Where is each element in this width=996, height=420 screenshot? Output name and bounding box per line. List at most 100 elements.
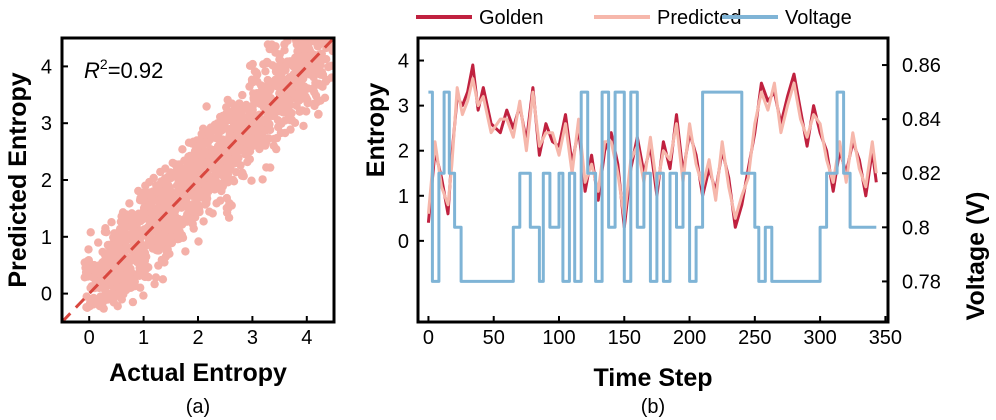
r2-sup: 2 — [100, 56, 108, 72]
scatter-point — [249, 93, 258, 103]
scatter-point — [292, 40, 301, 49]
scatter-point — [205, 207, 214, 216]
scatter-point — [87, 264, 97, 274]
scatter-point — [262, 108, 272, 117]
scatter-point — [169, 192, 178, 202]
scatter-point — [235, 99, 244, 108]
scatter-point — [125, 199, 134, 208]
scatter-point — [158, 187, 168, 197]
y-tick-label: 4 — [41, 56, 52, 78]
scatter-point — [89, 300, 98, 309]
scatter-point — [213, 142, 223, 151]
x-tick-label: 150 — [608, 327, 641, 349]
scatter-point — [139, 254, 148, 263]
scatter-point — [272, 144, 281, 154]
scatter-point — [262, 163, 271, 172]
scatter-point — [280, 46, 289, 55]
scatter-point — [120, 215, 130, 225]
scatter-point — [201, 138, 210, 147]
scatter-point — [245, 82, 254, 91]
scatter-point — [277, 105, 286, 114]
scatter-point — [223, 173, 232, 182]
scatter-point — [338, 82, 346, 90]
x-tick-label: 300 — [803, 327, 836, 349]
y2-axis-title-b: Voltage (V) — [962, 192, 990, 321]
scatter-point — [120, 225, 129, 235]
scatter-point — [196, 192, 205, 202]
scatter-point — [299, 121, 308, 131]
scatter-point — [222, 203, 231, 213]
x-ticks-a: 0 1 2 3 4 — [84, 316, 312, 349]
y-tick-label: 2 — [398, 141, 409, 163]
scatter-point — [119, 271, 128, 280]
scatter-point — [253, 128, 262, 137]
axes-frame-b — [416, 36, 890, 324]
scatter-point — [272, 133, 282, 143]
x-axis-title-a: Actual Entropy — [109, 359, 287, 387]
y2-tick-label: 0.82 — [902, 163, 941, 185]
x-tick-label: 3 — [247, 327, 258, 349]
y-tick-label: 3 — [398, 96, 409, 118]
scatter-point — [112, 263, 121, 272]
x-ticks-b: 0 50 100 150 200 250 300 350 — [423, 316, 902, 349]
scatter-point — [174, 176, 183, 185]
scatter-point — [86, 228, 95, 237]
scatter-point — [166, 174, 175, 183]
r2-base: R — [84, 58, 100, 83]
scatter-point — [163, 245, 172, 254]
scatter-point — [274, 66, 283, 76]
scatter-point — [251, 121, 260, 131]
scatter-point — [158, 204, 168, 213]
scatter-point — [128, 297, 138, 307]
y-axis-title-b: Entropy — [362, 83, 390, 178]
scatter-point — [247, 176, 256, 185]
scatter-point — [250, 67, 260, 76]
scatter-point — [129, 221, 139, 231]
legend-label-golden: Golden — [479, 7, 544, 29]
x-tick-label: 4 — [301, 327, 312, 349]
scatter-point — [178, 145, 187, 154]
series-line-predicted — [426, 77, 878, 220]
scatter-point — [94, 238, 103, 247]
scatter-point — [156, 232, 165, 241]
scatter-point — [237, 112, 247, 121]
scatter-point — [84, 245, 93, 254]
scatter-point — [193, 158, 202, 167]
r2-rest: =0.92 — [108, 58, 164, 83]
scatter-point — [245, 61, 255, 70]
scatter-point — [312, 98, 321, 107]
scatter-point — [289, 71, 299, 81]
scatter-point — [264, 134, 273, 143]
scatter-point — [217, 186, 226, 196]
scatter-point — [297, 106, 307, 115]
y-ticks-b: 0 1 2 3 4 — [398, 51, 424, 253]
legend-label-voltage: Voltage — [785, 7, 852, 29]
scatter-points — [80, 38, 346, 313]
scatter-point — [236, 144, 245, 153]
scatter-point — [194, 141, 203, 151]
scatter-point — [313, 42, 322, 51]
scatter-point — [158, 275, 168, 284]
scatter-point — [199, 148, 209, 157]
x-tick-label: 200 — [673, 327, 706, 349]
scatter-point — [199, 124, 208, 133]
scatter-point — [254, 139, 264, 149]
scatter-point — [216, 179, 225, 188]
scatter-point — [80, 258, 89, 267]
scatter-point — [199, 217, 208, 226]
scatter-point — [144, 272, 153, 282]
scatter-point — [189, 224, 198, 233]
scatter-point — [136, 283, 145, 292]
x-tick-label: 50 — [483, 327, 505, 349]
scatter-point — [308, 63, 318, 73]
scatter-point — [126, 274, 135, 283]
scatter-point — [122, 243, 131, 253]
scatter-point — [202, 197, 211, 207]
y-tick-label: 4 — [398, 51, 409, 73]
y2-tick-label: 0.78 — [902, 271, 941, 293]
scatter-point — [233, 129, 242, 138]
y2-tick-label: 0.86 — [902, 55, 941, 77]
y-tick-label: 3 — [41, 113, 52, 135]
